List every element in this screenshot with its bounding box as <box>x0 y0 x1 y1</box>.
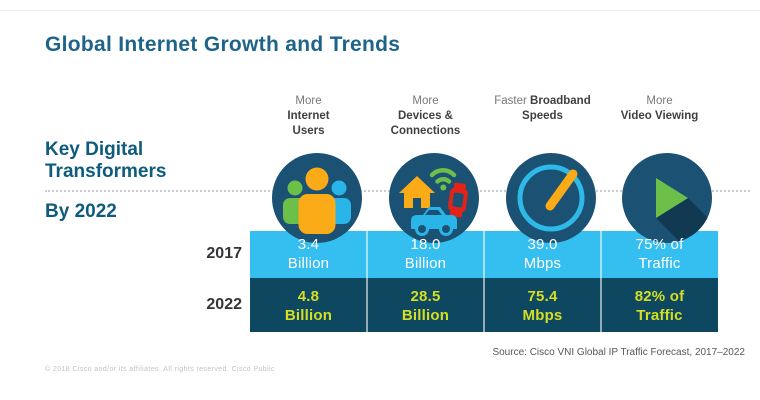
value-2017-broadband-speeds: 39.0 Mbps <box>523 236 562 272</box>
column-separator-3 <box>600 231 602 332</box>
column-header-video-viewing: More Video Viewing <box>601 94 718 124</box>
value-2022-video-viewing: 82% of Traffic <box>634 288 685 324</box>
speedometer-needle <box>545 169 578 211</box>
value-2017-video-viewing: 75% of Traffic <box>635 236 684 272</box>
key-transformers-heading: Key Digital Transformers <box>45 139 167 182</box>
value-2022-broadband-speeds: 75.4 Mbps <box>522 288 563 324</box>
header-label: Broadband Speeds <box>522 95 591 122</box>
play-icon <box>656 178 712 243</box>
header-label: Video Viewing <box>620 110 699 122</box>
devices-icon <box>399 167 468 236</box>
top-divider <box>0 10 760 11</box>
wifi-icon <box>429 167 457 178</box>
value-2017-devices-connections: 18.0 Billion <box>404 236 447 272</box>
video-viewing-icon-circle <box>622 153 712 243</box>
column-header-broadband-speeds: Faster Broadband Speeds <box>484 94 601 124</box>
header-qualifier: More <box>412 95 439 107</box>
header-qualifier: Faster <box>494 95 527 107</box>
row-label-2022: 2022 <box>206 296 242 313</box>
row-label-2017: 2017 <box>206 245 242 262</box>
value-2017-internet-users: 3.4 Billion <box>287 236 330 272</box>
house-icon <box>399 176 435 193</box>
column-separator-1 <box>366 231 368 332</box>
broadband-speeds-icon-circle <box>506 153 596 243</box>
source-citation: Source: Cisco VNI Global IP Traffic Fore… <box>492 347 745 358</box>
value-2022-devices-connections: 28.5 Billion <box>401 288 450 324</box>
column-header-devices-connections: More Devices & Connections <box>367 94 484 139</box>
column-separator-2 <box>483 231 485 332</box>
smartwatch-icon <box>448 182 468 218</box>
header-label: Devices & Connections <box>390 110 461 137</box>
by-2022-label: By 2022 <box>45 201 117 222</box>
users-icon <box>283 167 351 234</box>
devices-connections-icon-circle <box>389 153 479 243</box>
header-qualifier: More <box>295 95 322 107</box>
copyright-footer: © 2018 Cisco and/or its affiliates. All … <box>45 366 275 373</box>
header-qualifier: More <box>646 95 673 107</box>
column-header-internet-users: More Internet Users <box>250 94 367 139</box>
value-2022-internet-users: 4.8 Billion <box>284 288 333 324</box>
page-title: Global Internet Growth and Trends <box>45 33 401 56</box>
header-label: Internet Users <box>287 110 330 137</box>
speedometer-icon <box>517 164 585 232</box>
internet-users-icon-circle <box>272 153 362 243</box>
